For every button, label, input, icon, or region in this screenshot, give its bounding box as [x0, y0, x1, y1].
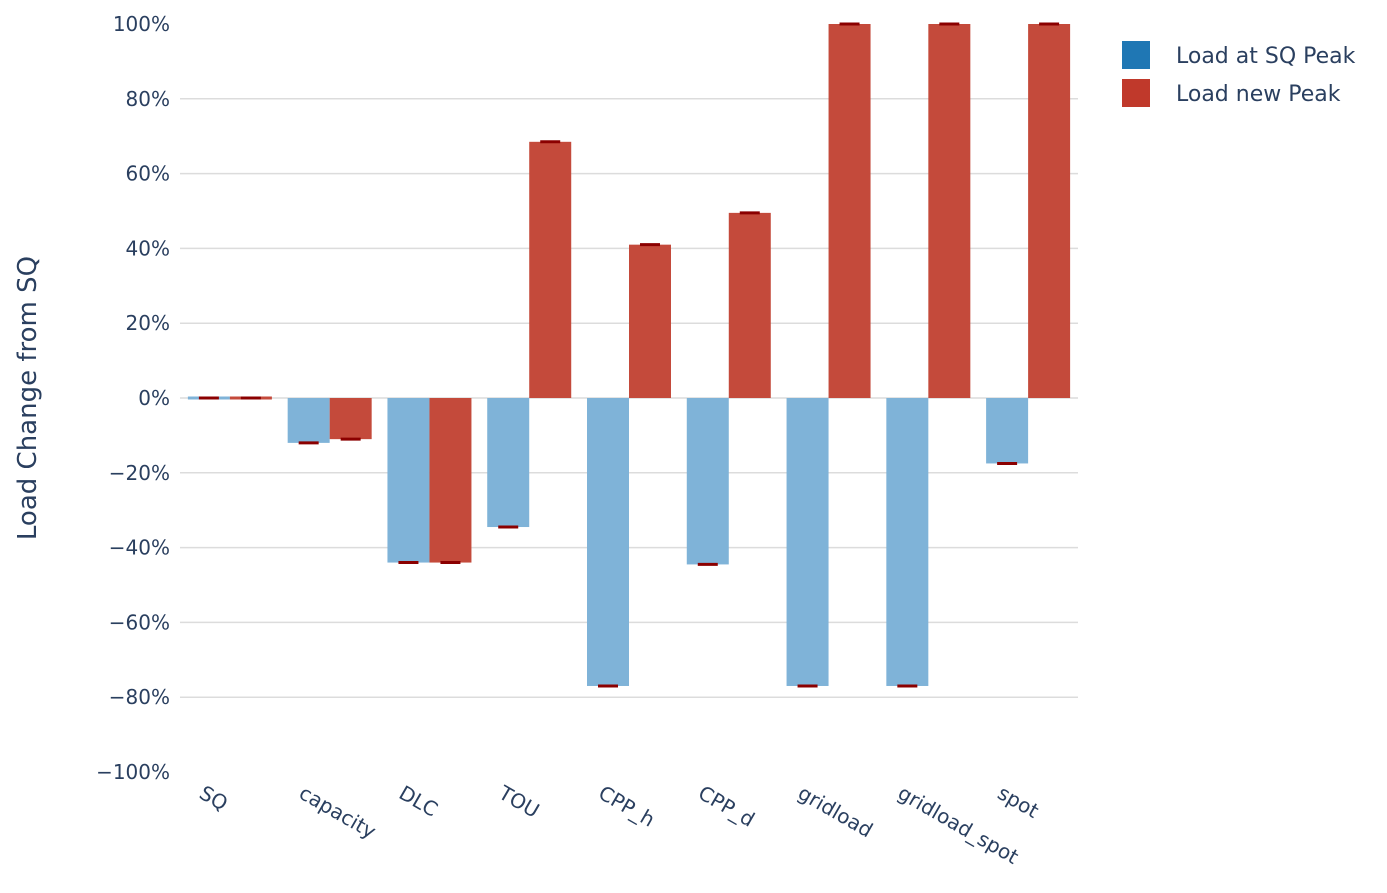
- x-tick-labels: SQ capacity DLC TOU CPP_h CPP_d gridload gridlo…: [195, 780, 1043, 869]
- y-tick-label: 100%: [113, 12, 170, 36]
- x-tick-label-sq: SQ: [195, 781, 232, 816]
- bar-load-new-peak-gridload-spot[interactable]: [928, 24, 971, 398]
- bar-load-at-sq-peak-cpp-h[interactable]: [587, 398, 629, 686]
- bar-load-at-sq-peak-dlc[interactable]: [387, 398, 430, 563]
- y-tick-label: 20%: [126, 311, 170, 335]
- bars-layer: [187, 22, 1071, 688]
- legend-swatch-load-at-sq-peak[interactable]: [1122, 41, 1150, 69]
- y-tick-label: −40%: [109, 536, 170, 560]
- legend-swatch-load-new-peak[interactable]: [1122, 79, 1150, 107]
- bar-load-new-peak-dlc[interactable]: [429, 398, 472, 563]
- y-tick-labels: 100% 80% 60% 40% 20% 0% −20% −40% −60% −80% −100%: [96, 12, 170, 784]
- x-tick-label-capacity: capacity: [295, 781, 380, 844]
- x-tick-label-tou: TOU: [494, 780, 544, 823]
- y-tick-label: −60%: [109, 610, 170, 634]
- bar-load-new-peak-gridload[interactable]: [828, 24, 871, 398]
- y-tick-label: −80%: [109, 685, 170, 709]
- bar-load-at-sq-peak-gridload-spot[interactable]: [886, 398, 929, 686]
- y-tick-label: 0%: [138, 386, 170, 410]
- bar-load-at-sq-peak-tou[interactable]: [487, 398, 530, 528]
- bar-load-at-sq-peak-spot[interactable]: [986, 398, 1029, 464]
- legend-label-load-at-sq-peak[interactable]: Load at SQ Peak: [1176, 44, 1356, 69]
- y-tick-label: 80%: [126, 87, 170, 111]
- y-tick-label: 40%: [126, 236, 170, 260]
- x-tick-label-cpp-h: CPP_h: [595, 781, 660, 832]
- x-tick-label-gridload: gridload: [794, 781, 877, 843]
- bar-load-at-sq-peak-cpp-d[interactable]: [686, 398, 729, 565]
- bar-load-new-peak-tou[interactable]: [529, 141, 572, 398]
- bar-load-new-peak-cpp-d[interactable]: [728, 212, 771, 398]
- y-tick-label: 60%: [126, 162, 170, 186]
- y-tick-label: −100%: [96, 760, 170, 784]
- y-axis-label: Load Change from SQ: [13, 256, 43, 540]
- x-tick-label-dlc: DLC: [395, 781, 442, 822]
- bar-load-at-sq-peak-capacity[interactable]: [287, 398, 330, 443]
- bar-load-new-peak-cpp-h[interactable]: [629, 244, 671, 398]
- bar-load-new-peak-capacity[interactable]: [329, 398, 372, 440]
- x-tick-label-cpp-d: CPP_d: [694, 781, 759, 832]
- bar-load-new-peak-spot[interactable]: [1028, 24, 1071, 398]
- y-tick-label: −20%: [109, 461, 170, 485]
- legend[interactable]: Load at SQ Peak Load new Peak: [1122, 41, 1356, 107]
- bar-load-at-sq-peak-gridload[interactable]: [786, 398, 829, 686]
- x-tick-label-spot: spot: [994, 781, 1044, 823]
- legend-label-load-new-peak[interactable]: Load new Peak: [1176, 82, 1341, 107]
